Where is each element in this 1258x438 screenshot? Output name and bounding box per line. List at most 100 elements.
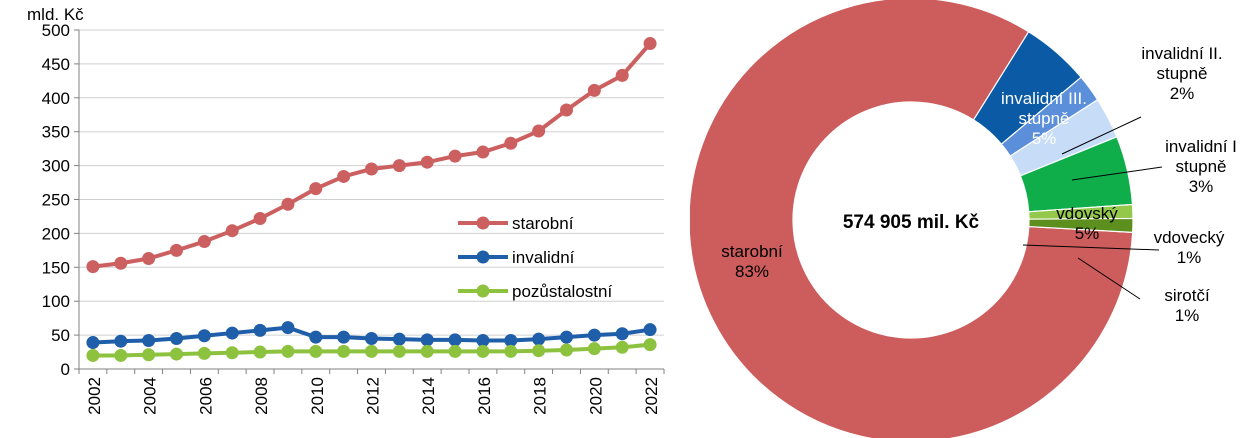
data-point — [337, 330, 351, 344]
data-point — [337, 344, 351, 358]
data-point — [560, 343, 573, 357]
legend-label: pozůstalostní — [512, 282, 612, 301]
y-axis-title: mld. Kč — [27, 5, 84, 24]
y-axis: 0 50 100 150 200 250 300 350 400 450 500 — [42, 21, 80, 379]
data-point — [615, 340, 629, 354]
y-tick-label: 500 — [42, 21, 70, 40]
slice-label-line: 2% — [1170, 84, 1195, 103]
data-point — [309, 330, 323, 344]
y-tick-label: 200 — [42, 224, 70, 243]
legend-marker — [476, 284, 490, 298]
data-point — [281, 321, 295, 335]
data-point — [197, 235, 211, 249]
data-point — [170, 347, 183, 361]
data-point — [532, 124, 546, 138]
leader-line — [1077, 257, 1141, 300]
data-point — [253, 211, 267, 225]
slice-label-line: invalidní I — [1165, 137, 1237, 156]
leader-line — [1022, 244, 1160, 251]
data-point — [392, 332, 406, 346]
donut-chart: starobní 83% invalidní III. stupně 5% invalid… — [690, 0, 1237, 438]
x-tick-label: 2006 — [196, 377, 215, 415]
slice-label-line: sirotčí — [1164, 286, 1210, 305]
legend-label: invalidní — [512, 248, 575, 267]
slice-label-line: invalidní II. — [1141, 44, 1222, 63]
leader-line — [1061, 116, 1142, 155]
donut-center-label: 574 905 mil. Kč — [843, 212, 980, 233]
slice-label-line: 5% — [1075, 224, 1100, 243]
data-point — [392, 159, 406, 173]
slice-label-line: 1% — [1175, 306, 1200, 325]
data-point — [86, 260, 100, 274]
data-point — [420, 344, 434, 358]
data-point — [643, 37, 657, 51]
data-point — [86, 336, 100, 350]
data-point — [476, 145, 490, 159]
data-point — [225, 346, 239, 360]
data-point — [337, 169, 351, 183]
data-point — [225, 224, 239, 238]
data-point — [448, 344, 462, 358]
y-tick-label: 400 — [42, 89, 70, 108]
data-point — [114, 348, 128, 362]
x-tick-label: 2020 — [586, 377, 605, 415]
data-point — [197, 346, 211, 360]
data-point — [532, 332, 546, 346]
data-point — [615, 327, 629, 341]
data-point — [142, 348, 156, 362]
data-point — [170, 331, 183, 345]
slice-label-line: vdovecký — [1154, 228, 1225, 247]
slices — [690, 0, 1134, 438]
slice-label: invalidní II. stupně 2% — [1141, 44, 1222, 103]
slice-label: invalidní III. stupně 5% — [1001, 89, 1087, 148]
x-tick-label: 2012 — [364, 377, 383, 415]
data-point — [504, 334, 518, 348]
data-point — [532, 344, 546, 358]
leader-line — [1071, 166, 1163, 181]
data-point — [114, 334, 128, 348]
data-point — [365, 162, 378, 176]
data-point — [587, 328, 601, 342]
data-point — [420, 155, 434, 169]
series-layer — [86, 37, 657, 362]
slice-labels: starobní 83% invalidní III. stupně 5% invalid… — [721, 44, 1237, 325]
y-tick-label: 300 — [42, 157, 70, 176]
y-tick-label: 50 — [51, 326, 70, 345]
data-point — [225, 326, 239, 340]
data-point — [476, 334, 490, 348]
x-tick-label: 2014 — [419, 377, 438, 415]
slice-label-line: 1% — [1177, 248, 1202, 267]
slice-label-line: starobní — [721, 242, 783, 261]
legend: starobní invalidní pozůstalostní — [458, 214, 612, 301]
slice-label: vdovecký 1% — [1154, 228, 1225, 267]
slice-label-line: stupně — [1175, 157, 1226, 176]
legend-marker — [476, 216, 490, 230]
data-point — [142, 251, 156, 265]
y-tick-label: 150 — [42, 258, 70, 277]
slice-label-line: 83% — [735, 262, 769, 281]
leader-lines — [1022, 116, 1163, 300]
legend-marker — [476, 250, 490, 264]
slice-label: sirotčí 1% — [1164, 286, 1210, 325]
data-point — [504, 344, 518, 358]
slice-label-line: 5% — [1032, 129, 1057, 148]
slice-label: starobní 83% — [721, 242, 783, 281]
y-tick-label: 100 — [42, 292, 70, 311]
y-tick-label: 250 — [42, 191, 70, 210]
data-point — [281, 197, 295, 211]
data-point — [86, 348, 100, 362]
y-tick-label: 350 — [42, 123, 70, 142]
data-point — [504, 136, 518, 150]
data-point — [253, 323, 267, 337]
slice-label-line: 3% — [1189, 177, 1214, 196]
x-tick-label: 2010 — [308, 377, 327, 415]
data-point — [392, 344, 406, 358]
data-point — [476, 344, 490, 358]
y-tick-label: 0 — [61, 360, 70, 379]
donut-slice — [690, 0, 1134, 438]
donut-slice — [1028, 217, 1134, 234]
data-point — [643, 323, 657, 337]
data-point — [365, 331, 378, 345]
x-tick-label: 2008 — [252, 377, 271, 415]
